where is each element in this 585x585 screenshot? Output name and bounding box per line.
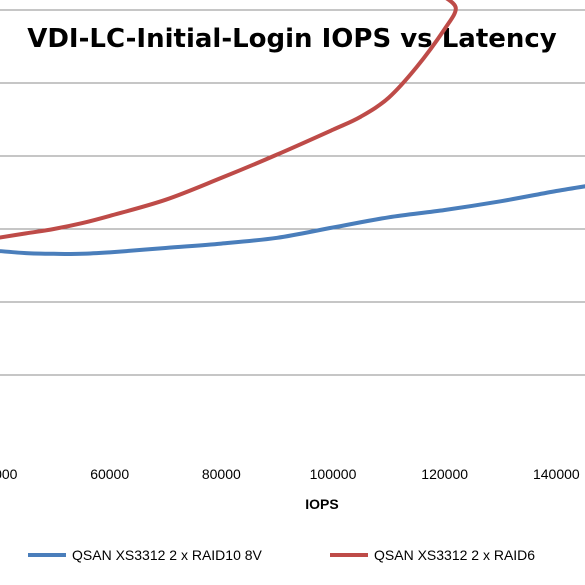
legend-label: QSAN XS3312 2 x RAID6 <box>374 547 535 563</box>
chart-title: VDI-LC-Initial-Login IOPS vs Latency <box>27 24 557 54</box>
x-tick-label: 40000 <box>0 466 18 482</box>
legend: QSAN XS3312 2 x RAID10 8V QSAN XS3312 2 x… <box>28 547 535 563</box>
series-lines <box>0 0 585 256</box>
legend-label: QSAN XS3312 2 x RAID10 8V <box>72 547 263 563</box>
series-line-raid10 <box>0 184 585 256</box>
series-line-raid6 <box>0 0 458 240</box>
x-tick-label: 60000 <box>90 466 129 482</box>
x-tick-label: 80000 <box>202 466 241 482</box>
x-tick-label: 100000 <box>310 466 357 482</box>
x-tick-label: 120000 <box>421 466 468 482</box>
gridlines <box>0 9 585 376</box>
x-axis-label: IOPS <box>305 496 338 512</box>
x-axis-ticks: 40000 60000 80000 100000 120000 140000 <box>0 466 580 482</box>
x-tick-label: 140000 <box>533 466 580 482</box>
